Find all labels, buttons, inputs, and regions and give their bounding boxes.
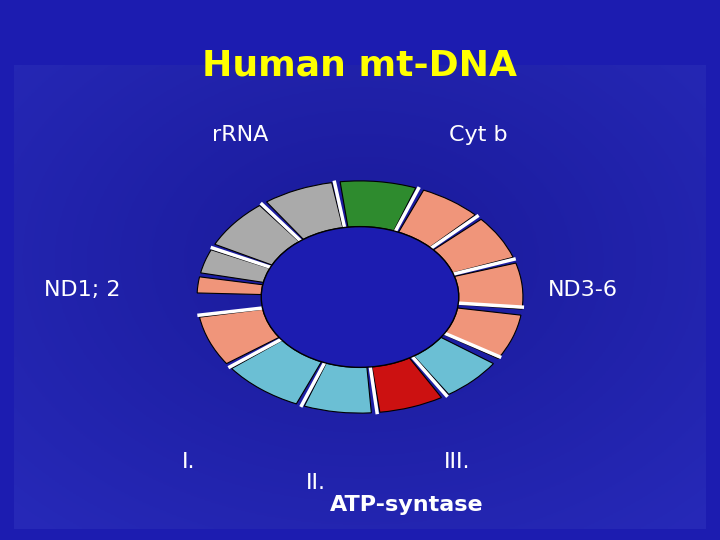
Wedge shape xyxy=(399,190,475,247)
Text: II.: II. xyxy=(306,474,325,494)
Wedge shape xyxy=(340,181,415,231)
Text: ND1; 2: ND1; 2 xyxy=(44,280,120,300)
Wedge shape xyxy=(414,338,493,394)
Circle shape xyxy=(261,227,459,367)
Text: Human mt-DNA: Human mt-DNA xyxy=(202,49,518,83)
Text: ATP-syntase: ATP-syntase xyxy=(330,495,484,515)
Text: Cyt b: Cyt b xyxy=(449,125,508,145)
Wedge shape xyxy=(454,263,523,309)
Wedge shape xyxy=(199,309,279,363)
Text: I.: I. xyxy=(182,453,196,472)
Wedge shape xyxy=(201,250,270,282)
Text: III.: III. xyxy=(444,453,470,472)
Wedge shape xyxy=(215,206,300,265)
Wedge shape xyxy=(197,277,263,294)
Wedge shape xyxy=(372,358,441,412)
Text: ND3-6: ND3-6 xyxy=(548,280,618,300)
Text: rRNA: rRNA xyxy=(212,125,269,145)
Wedge shape xyxy=(433,219,513,273)
Wedge shape xyxy=(444,308,521,359)
Wedge shape xyxy=(266,183,343,239)
Wedge shape xyxy=(305,363,372,413)
Wedge shape xyxy=(232,340,321,404)
